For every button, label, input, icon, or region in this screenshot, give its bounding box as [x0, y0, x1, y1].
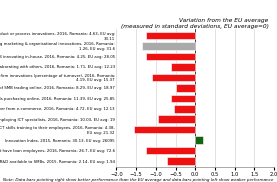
Bar [142, 42, 195, 50]
Bar [171, 63, 195, 71]
Bar [146, 147, 195, 155]
Bar [146, 53, 195, 60]
Bar [176, 84, 195, 92]
Bar [171, 94, 195, 102]
Bar [134, 126, 195, 133]
Bar [195, 136, 203, 144]
Bar [146, 32, 195, 39]
Text: Note: Data bars pointing right show better performance than the EU average and d: Note: Data bars pointing right show bett… [3, 178, 274, 182]
Text: Variation from the EU average
(measured in standard deviations, EU average=0): Variation from the EU average (measured … [121, 18, 269, 29]
Bar [158, 115, 195, 123]
Bar [152, 74, 195, 81]
Bar [174, 105, 195, 112]
Bar [167, 157, 195, 165]
